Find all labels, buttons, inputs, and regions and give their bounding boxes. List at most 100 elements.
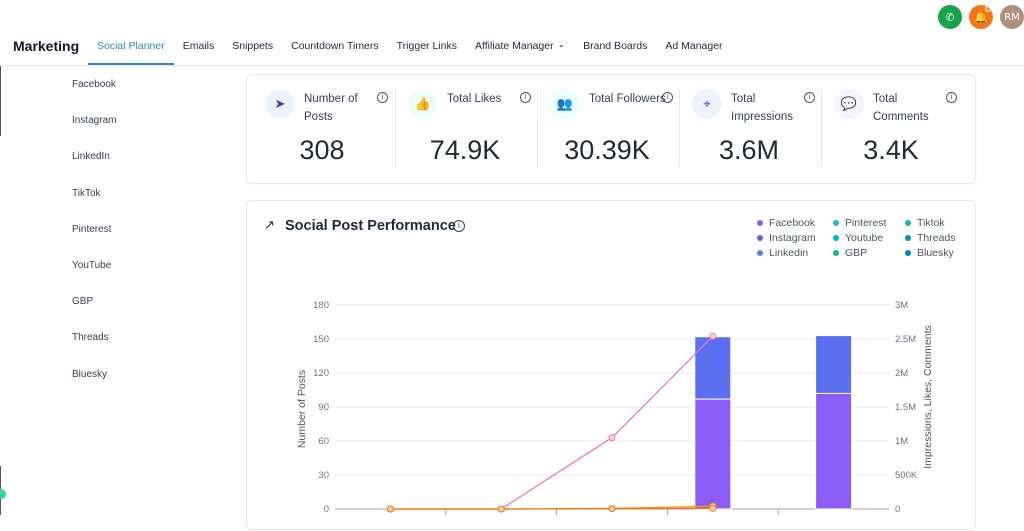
divider (679, 89, 680, 167)
y2-tick-label: 1.5M (895, 402, 916, 413)
divider (537, 89, 538, 167)
sidebar-item-facebook[interactable]: Facebook (72, 79, 116, 90)
legend-label: GBP (845, 247, 868, 259)
line-point (709, 332, 717, 340)
social-post-performance-card: ↗ Social Post Performance i Facebook Pint… (246, 200, 976, 530)
legend-label: Tiktok (917, 217, 945, 229)
notification-badge (985, 6, 991, 12)
sidebar-item-tiktok[interactable]: TikTok (72, 187, 101, 199)
tab-emails[interactable]: Emails (174, 34, 224, 65)
tab-ad-manager[interactable]: Ad Manager (656, 34, 731, 65)
legend-item-instagram[interactable]: Instagram (757, 232, 833, 244)
legend-item-tiktok[interactable]: Tiktok (905, 217, 975, 229)
trending-up-icon: ↗ (264, 218, 275, 233)
legend-dot (833, 220, 839, 226)
window-edge (0, 66, 1, 136)
y-tick-label: 90 (318, 402, 329, 413)
info-icon[interactable]: i (453, 220, 465, 232)
status-dot (0, 489, 6, 499)
message-circle-icon: 💬 (834, 89, 864, 119)
y-tick-label: 0 (324, 504, 329, 515)
tab-snippets[interactable]: Snippets (223, 34, 282, 65)
info-icon[interactable]: i (377, 92, 388, 103)
legend-item-gbp[interactable]: GBP (833, 247, 905, 259)
line-point (709, 504, 717, 512)
legend-item-bluesky[interactable]: Bluesky (905, 247, 975, 259)
stat-label: Total Comments (873, 93, 929, 123)
tab-social-planner[interactable]: Social Planner (88, 34, 174, 65)
top-actions: ✆ 🔔 RM (938, 5, 1024, 29)
sidebar-item-instagram[interactable]: Instagram (72, 115, 117, 127)
chart-legend: Facebook Pinterest Tiktok Instagram Youtube T… (757, 217, 975, 259)
legend-label: Facebook (769, 217, 816, 229)
stat-value: 30.39K (564, 135, 650, 165)
stat-followers: 👥 Total Followers i 30.39K (532, 75, 675, 185)
sidebar-item-bluesky[interactable]: Bluesky (72, 368, 108, 380)
legend-dot (757, 220, 763, 226)
divider (395, 89, 396, 167)
send-icon: ➤ (265, 89, 295, 119)
phone-icon[interactable]: ✆ (938, 5, 962, 29)
y-tick-label: 150 (313, 334, 329, 345)
bar-facebook (815, 392, 853, 510)
sidebar-item-threads[interactable]: Threads (72, 332, 109, 344)
info-icon[interactable]: i (804, 92, 815, 103)
legend-dot (757, 250, 763, 256)
tab-affiliate-manager[interactable]: Affiliate Manager ⌄ (466, 34, 574, 65)
stat-likes: 👍 Total Likes i 74.9K (390, 75, 533, 185)
tab-label: Countdown Timers (291, 40, 379, 52)
tab-label: Affiliate Manager (474, 40, 554, 52)
tab-trigger-links[interactable]: Trigger Links (388, 34, 466, 65)
legend-label: Bluesky (917, 247, 954, 259)
legend-dot (905, 250, 911, 256)
stat-value: 74.9K (429, 135, 501, 165)
stat-value: 308 (299, 135, 345, 165)
users-icon: 👥 (550, 89, 580, 119)
top-bar: ✆ 🔔 RM Marketing Social Planner Emails S… (0, 0, 1024, 66)
brand-title: Marketing (13, 38, 80, 54)
y-tick-label: 60 (318, 436, 329, 447)
avatar[interactable]: RM (1000, 5, 1024, 29)
tab-label: Brand Boards (583, 40, 648, 52)
chevron-down-icon: ⌄ (557, 39, 566, 49)
legend-item-threads[interactable]: Threads (905, 232, 975, 244)
cursor-click-icon: ⌖ (692, 89, 722, 119)
y2-tick-label: 1M (895, 436, 908, 447)
sidebar-item-linkedin[interactable]: LinkedIn (72, 151, 110, 163)
info-icon[interactable]: i (946, 92, 957, 103)
legend-label: Instagram (769, 232, 816, 244)
bar-linkedin (694, 336, 732, 400)
sidebar: Facebook Instagram LinkedIn TikTok Pinte… (72, 78, 116, 404)
legend-item-facebook[interactable]: Facebook (757, 217, 833, 229)
y2-tick-label: 3M (895, 300, 908, 311)
y2-tick-label: 2.5M (895, 334, 916, 345)
y2-axis-label: Impressions, Likes, Comments (922, 325, 934, 469)
y2-tick-label: 2M (895, 368, 908, 379)
tab-countdown-timers[interactable]: Countdown Timers (282, 34, 388, 65)
tab-brand-boards[interactable]: Brand Boards (574, 34, 656, 65)
legend-dot (905, 235, 911, 241)
y-axis-label: Number of Posts (296, 370, 308, 448)
tab-label: Trigger Links (396, 40, 457, 52)
info-icon[interactable]: i (662, 92, 673, 103)
legend-item-linkedin[interactable]: Linkedin (757, 247, 833, 259)
info-icon[interactable]: i (520, 92, 531, 103)
sidebar-item-youtube[interactable]: YouTube (72, 259, 112, 271)
sidebar-item-pinterest[interactable]: Pinterest (72, 223, 112, 235)
series-line (390, 507, 713, 510)
legend-item-youtube[interactable]: Youtube (833, 232, 905, 244)
stat-impressions: ⌖ Total Impressions i 3.6M (674, 75, 817, 185)
legend-dot (757, 235, 763, 241)
series-line (390, 335, 714, 510)
stat-value: 3.4K (863, 135, 919, 165)
sidebar-item-gbp[interactable]: GBP (72, 296, 94, 308)
tab-label: Emails (182, 40, 215, 52)
stat-label: Total Likes (447, 93, 502, 105)
bar-facebook (694, 398, 732, 510)
line-point (608, 434, 616, 442)
legend-item-pinterest[interactable]: Pinterest (833, 217, 905, 229)
chart-title: Social Post Performance (285, 218, 456, 234)
tab-label: Ad Manager (665, 40, 723, 52)
stat-label: Total Followers (589, 93, 666, 105)
bell-icon[interactable]: 🔔 (969, 5, 993, 29)
